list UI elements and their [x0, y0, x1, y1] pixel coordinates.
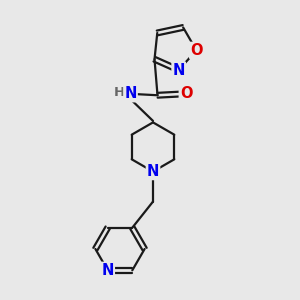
Text: N: N — [101, 263, 114, 278]
Text: O: O — [190, 43, 202, 58]
Text: O: O — [180, 86, 192, 101]
Text: N: N — [147, 164, 159, 179]
Text: N: N — [124, 86, 137, 101]
Text: H: H — [114, 86, 125, 99]
Text: N: N — [172, 62, 185, 77]
